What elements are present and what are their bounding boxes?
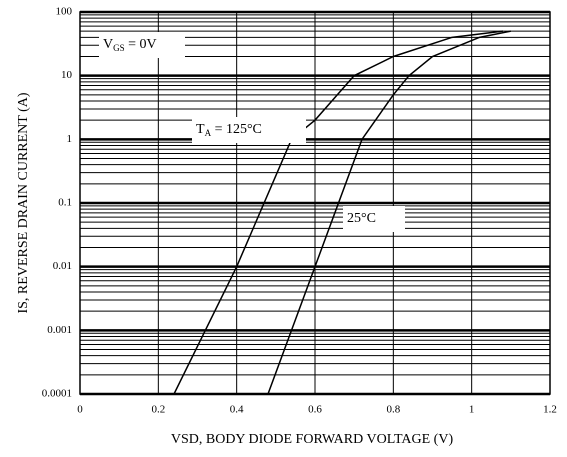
y-tick-label: 100 [56, 6, 73, 18]
annotation: VGS = 0V [103, 37, 157, 53]
x-tick-label: 1.2 [543, 404, 557, 416]
annotation-text: = 125°C [211, 122, 262, 137]
annotation-box [99, 32, 185, 58]
annotation-text: V [103, 37, 113, 52]
x-axis-label: VSD, BODY DIODE FORWARD VOLTAGE (V) [171, 432, 454, 447]
plot-frame [79, 11, 551, 395]
data-line [173, 30, 504, 395]
y-tick-label: 0.1 [58, 197, 72, 209]
y-tick-label: 1 [67, 133, 73, 145]
data-line [267, 30, 511, 395]
y-axis-label: IS, REVERSE DRAIN CURRENT (A) [16, 92, 31, 313]
y-tick-label: 0.001 [47, 324, 72, 336]
x-tick-label: 0.6 [308, 404, 322, 416]
annotation: TA = 125°C [196, 122, 262, 138]
y-tick-label: 0.01 [53, 260, 72, 272]
annotation-text: = 0V [125, 37, 157, 52]
annotation-text: 25°C [347, 211, 376, 226]
x-tick-label: 0 [77, 404, 83, 416]
x-tick-label: 0.4 [230, 404, 244, 416]
annotation-sub: A [205, 128, 212, 138]
annotation-sub: GS [113, 43, 125, 53]
x-tick-label: 0.2 [151, 404, 165, 416]
annotation: 25°C [347, 211, 376, 226]
x-tick-label: 1 [469, 404, 475, 416]
annotation-box [343, 206, 405, 232]
annotation-text: T [196, 122, 205, 137]
x-tick-label: 0.8 [386, 404, 400, 416]
annotation-box [192, 117, 306, 143]
y-tick-label: 0.0001 [42, 388, 72, 400]
y-tick-label: 10 [61, 69, 73, 81]
